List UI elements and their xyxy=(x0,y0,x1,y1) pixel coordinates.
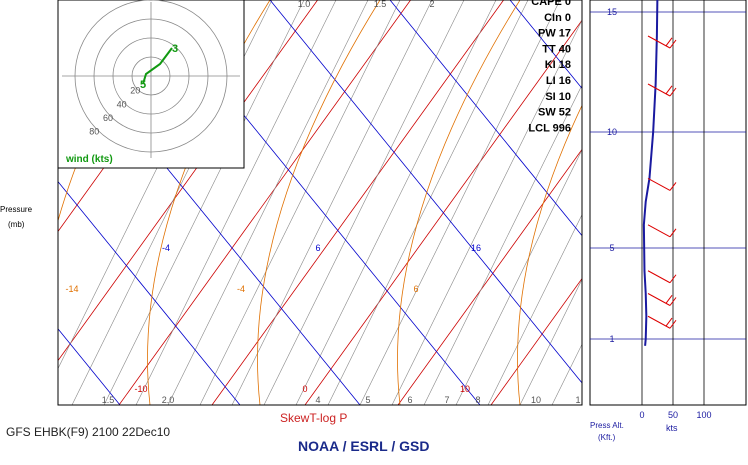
isotherm-label: 0 xyxy=(302,384,307,394)
mixing-ratio-line xyxy=(199,0,401,405)
dry-adiabat-line xyxy=(58,328,121,405)
mixing-ratio-line xyxy=(167,0,369,405)
mixing-ratio-tick-label: 8 xyxy=(475,395,480,405)
moist-adiabat-label: 6 xyxy=(413,284,418,294)
altitude-tick-label: 15 xyxy=(607,7,617,17)
plot-frame xyxy=(57,0,583,406)
y-axis-label-pressure: Pressure xyxy=(0,205,33,214)
mixing-ratio-line xyxy=(231,0,433,405)
stability-index: CAPE 0 xyxy=(531,0,571,8)
mixing-ratio-line xyxy=(103,0,305,405)
moist-adiabat-label: -4 xyxy=(237,284,245,294)
mixing-ratio-line xyxy=(327,0,529,405)
wind-barb xyxy=(647,177,677,191)
stability-index: TT 40 xyxy=(542,43,571,55)
dry-adiabat-label: 16 xyxy=(471,243,481,253)
isotherm-label: 10 xyxy=(460,384,470,394)
stability-index: KI 18 xyxy=(545,59,571,71)
hodograph-ring xyxy=(74,0,228,153)
mixing-ratio-line xyxy=(295,0,497,405)
wind-barb xyxy=(647,270,677,284)
stability-index: LCL 996 xyxy=(528,122,571,134)
moist-adiabat-label: -14 xyxy=(65,284,78,294)
mixing-ratio-line xyxy=(135,0,337,405)
altitude-tick-label: 1 xyxy=(609,334,614,344)
org-label: NOAA / ESRL / GSD xyxy=(298,438,429,454)
kts-label: kts xyxy=(666,423,678,433)
mixing-ratio-line xyxy=(359,0,561,405)
mixing-ratio-tick-label: 7 xyxy=(444,395,449,405)
wind-barb xyxy=(647,224,677,238)
dry-adiabat-line xyxy=(58,181,241,405)
moist-adiabat-line xyxy=(397,0,521,405)
altitude-tick-label: 5 xyxy=(609,243,614,253)
mixing-ratio-tick-label: 4 xyxy=(315,395,320,405)
wind-barb xyxy=(647,315,677,329)
wind-barb xyxy=(647,35,677,49)
mixing-ratio-tick-label: 1 xyxy=(575,395,580,405)
hodograph-ring xyxy=(93,18,209,134)
top-tick-label: 1.5 xyxy=(374,0,387,9)
wind-barb xyxy=(647,83,677,97)
mixing-ratio-line xyxy=(263,0,465,405)
wind-speed-profile xyxy=(642,0,659,346)
dry-adiabat-line xyxy=(389,0,582,237)
moist-adiabat-line xyxy=(517,104,582,405)
stability-indices: CAPE 0 CIn 0 PW 17 TT 40 KI 18 LI 16 SI 10 SW 5… xyxy=(528,0,571,134)
hodograph-ring-label: 60 xyxy=(103,113,113,123)
mixing-ratio-tick-label: 2.0 xyxy=(162,395,175,405)
stability-index: CIn 0 xyxy=(544,12,571,24)
isotherm-line xyxy=(304,19,582,405)
skewt-grid xyxy=(57,0,583,406)
wind-panel-frame xyxy=(589,0,747,406)
skewt-labels: 600700800900100010501.52.0456781011.01.5… xyxy=(65,0,580,405)
press-alt-label: Press Alt. xyxy=(590,421,624,430)
dry-adiabat-line xyxy=(509,0,582,89)
isotherm-line xyxy=(211,0,504,405)
wind-barb xyxy=(647,293,677,306)
stability-index: SW 52 xyxy=(538,107,571,119)
speed-axis-label: 0 xyxy=(639,410,644,420)
hodograph-point-label: 3 xyxy=(172,43,178,55)
mixing-ratio-tick-label: 10 xyxy=(531,395,541,405)
hodograph-trace xyxy=(142,47,173,85)
hodograph-point-label: 5 xyxy=(140,79,146,91)
isotherm-line xyxy=(118,0,411,405)
x-axis-label: SkewT-log P xyxy=(280,411,347,425)
speed-axis-label: 100 xyxy=(696,410,711,420)
dry-adiabat-label: -4 xyxy=(162,243,170,253)
hodograph-wind-label: wind (kts) xyxy=(65,154,113,165)
mixing-ratio-line xyxy=(423,84,582,405)
model-label: GFS EHBK(F9) 2100 22Dec10 xyxy=(6,425,170,439)
stability-index: SI 10 xyxy=(545,91,571,103)
moist-adiabat-line xyxy=(257,0,381,405)
mixing-ratio-tick-label: 1.5 xyxy=(102,395,115,405)
dry-adiabat-label: 6 xyxy=(315,243,320,253)
altitude-tick-label: 10 xyxy=(607,127,617,137)
hodograph-ring-label: 80 xyxy=(89,127,99,137)
mixing-ratio-line xyxy=(487,213,582,405)
mixing-ratio-line xyxy=(519,278,582,405)
top-tick-label: 1.0 xyxy=(298,0,311,9)
dry-adiabat-line xyxy=(269,0,582,384)
mixing-ratio-tick-label: 6 xyxy=(407,395,412,405)
press-alt-unit: (Kft.) xyxy=(598,433,616,442)
speed-axis-label: 50 xyxy=(668,410,678,420)
hodograph-ring-label: 40 xyxy=(117,99,127,109)
mixing-ratio-tick-label: 5 xyxy=(365,395,370,405)
hodograph-ring xyxy=(112,37,190,115)
isotherm-line xyxy=(490,277,582,405)
hodograph-ring xyxy=(131,56,171,96)
y-axis-label-mb: (mb) xyxy=(8,220,25,229)
hodograph-ring-label: 20 xyxy=(130,86,140,96)
isotherm-label: -10 xyxy=(134,384,147,394)
mixing-ratio-line xyxy=(455,149,582,405)
stability-index: LI 16 xyxy=(546,75,571,87)
top-tick-label: 2 xyxy=(429,0,434,9)
stability-index: PW 17 xyxy=(538,28,571,40)
